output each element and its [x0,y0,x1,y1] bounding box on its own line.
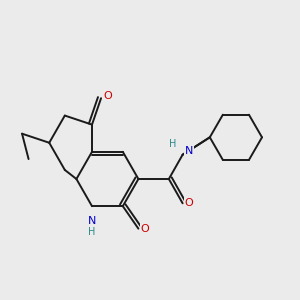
Text: O: O [103,92,112,101]
Text: O: O [185,198,194,208]
Text: H: H [88,227,96,237]
Text: H: H [169,139,176,149]
Text: N: N [185,146,193,156]
Text: N: N [88,216,96,226]
Text: O: O [141,224,149,234]
